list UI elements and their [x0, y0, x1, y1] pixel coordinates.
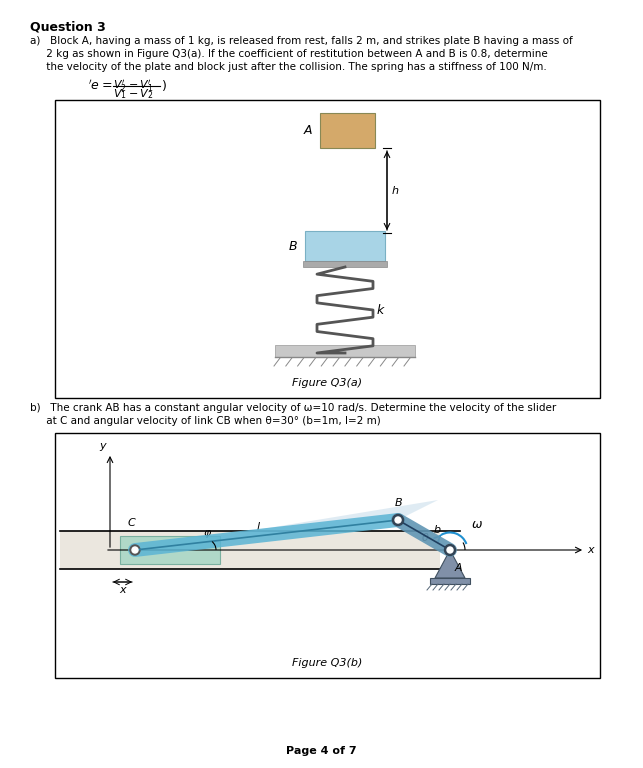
Bar [275, 345, 415, 357]
Text: a)   Block A, having a mass of 1 kg, is released from rest, falls 2 m, and strik: a) Block A, having a mass of 1 kg, is re… [30, 36, 573, 46]
Bar [305, 231, 385, 261]
Polygon shape [435, 550, 465, 578]
Text: Question 3: Question 3 [30, 20, 105, 33]
Circle shape [395, 517, 401, 523]
Bar [55, 100, 600, 398]
Text: θ: θ [422, 533, 429, 543]
Text: l: l [257, 522, 260, 532]
Text: φ: φ [203, 528, 211, 538]
Bar [303, 261, 387, 267]
Text: 2 kg as shown in Figure Q3(a). If the coefficient of restitution between A and B: 2 kg as shown in Figure Q3(a). If the co… [30, 49, 548, 59]
Circle shape [130, 545, 140, 555]
Text: b: b [434, 525, 441, 535]
Text: Page 4 of 7: Page 4 of 7 [286, 746, 357, 756]
Text: A: A [455, 563, 462, 573]
Text: y: y [100, 441, 106, 451]
Text: k: k [377, 303, 385, 316]
Text: ω: ω [472, 518, 482, 531]
Bar [120, 536, 220, 564]
Circle shape [392, 515, 404, 525]
Bar [55, 433, 600, 678]
Bar [60, 531, 440, 569]
Text: h: h [392, 186, 399, 196]
Text: $)$: $)$ [161, 78, 167, 93]
Text: at C and angular velocity of link CB when θ=30° (b=1m, l=2 m): at C and angular velocity of link CB whe… [30, 416, 381, 426]
Text: Figure Q3(a): Figure Q3(a) [293, 378, 363, 388]
Circle shape [132, 547, 138, 553]
Text: B: B [288, 240, 297, 253]
Text: A: A [303, 124, 312, 137]
Text: Figure Q3(b): Figure Q3(b) [293, 658, 363, 668]
Text: the velocity of the plate and block just after the collision. The spring has a s: the velocity of the plate and block just… [30, 62, 547, 72]
Text: x: x [587, 545, 593, 555]
Text: $'e=$: $'e=$ [88, 78, 113, 92]
Text: C: C [128, 518, 136, 528]
Text: b)   The crank AB has a constant angular velocity of ω=10 rad/s. Determine the v: b) The crank AB has a constant angular v… [30, 403, 556, 413]
Bar [320, 113, 375, 148]
Circle shape [447, 547, 453, 553]
Text: B: B [394, 498, 402, 508]
Bar [430, 578, 470, 584]
Text: $V_1 - V_2$: $V_1 - V_2$ [113, 87, 153, 101]
Circle shape [444, 545, 455, 555]
Polygon shape [135, 500, 438, 550]
Text: $V_2' - V_1'$: $V_2' - V_1'$ [113, 78, 154, 94]
Text: x: x [119, 585, 126, 595]
